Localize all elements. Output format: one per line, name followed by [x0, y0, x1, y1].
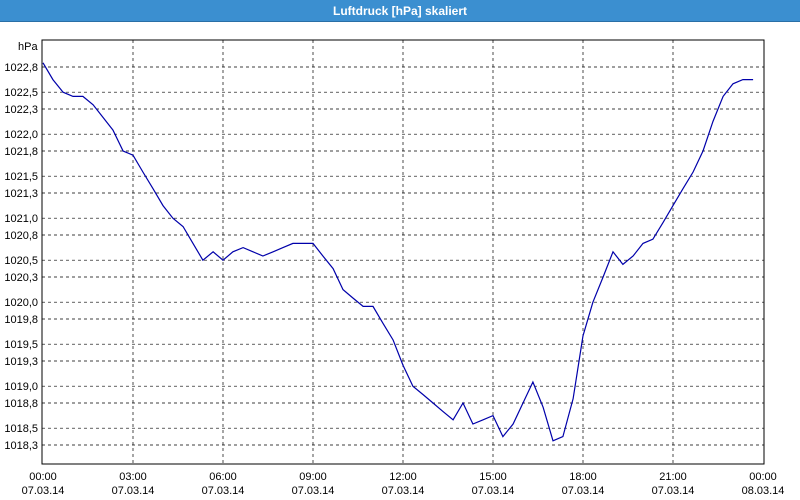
x-tick-time-label: 09:00	[299, 471, 327, 483]
y-tick-label: 1019,0	[4, 381, 38, 393]
y-axis-ticks: 1022,8 1022,5 1022,3 1022,0 1021,8 1021,5 1021…	[4, 62, 38, 452]
y-tick-label: 1019,5	[4, 339, 38, 351]
y-tick-label: 1020,5	[4, 255, 38, 267]
x-tick-time-label: 03:00	[119, 471, 147, 483]
x-tick-date-label: 07.03.14	[202, 485, 245, 497]
y-tick-label: 1018,3	[4, 440, 38, 452]
y-tick-label: 1019,3	[4, 356, 38, 368]
x-tick-time-label: 00:00	[29, 471, 57, 483]
x-axis-ticks: 00:00 07.03.14 03:00 07.03.14 06:00 07.03.14 0…	[22, 471, 785, 497]
x-tick-date-label: 07.03.14	[562, 485, 605, 497]
x-tick-time-label: 15:00	[479, 471, 507, 483]
y-tick-label: 1020,8	[4, 230, 38, 242]
y-tick-label: 1022,0	[4, 129, 38, 141]
y-tick-label: 1022,8	[4, 62, 38, 74]
y-tick-label: 1020,3	[4, 272, 38, 284]
x-tick-date-label: 08.03.14	[742, 485, 785, 497]
y-tick-label: 1022,3	[4, 104, 38, 116]
x-tick-time-label: 21:00	[659, 471, 687, 483]
y-tick-label: 1020,0	[4, 297, 38, 309]
y-tick-label: 1018,8	[4, 398, 38, 410]
x-tick-date-label: 07.03.14	[112, 485, 155, 497]
x-tick-date-label: 07.03.14	[652, 485, 695, 497]
y-tick-label: 1021,5	[4, 171, 38, 183]
x-tick-date-label: 07.03.14	[382, 485, 425, 497]
x-tick-date-label: 07.03.14	[22, 485, 65, 497]
y-tick-label: 1022,5	[4, 87, 38, 99]
y-tick-label: 1019,8	[4, 314, 38, 326]
y-tick-label: 1021,8	[4, 146, 38, 158]
x-tick-time-label: 12:00	[389, 471, 417, 483]
y-tick-label: 1021,0	[4, 213, 38, 225]
x-tick-date-label: 07.03.14	[292, 485, 335, 497]
pressure-series-line	[42, 62, 754, 442]
y-tick-label: 1018,5	[4, 423, 38, 435]
x-tick-time-label: 18:00	[569, 471, 597, 483]
chart-title-bar: Luftdruck [hPa] skaliert	[0, 0, 800, 22]
x-tick-time-label: 00:00	[749, 471, 777, 483]
y-tick-label: 1021,3	[4, 188, 38, 200]
x-tick-time-label: 06:00	[209, 471, 237, 483]
grid-lines	[42, 40, 764, 464]
x-tick-date-label: 07.03.14	[472, 485, 515, 497]
y-axis-unit-label: hPa	[18, 41, 38, 53]
